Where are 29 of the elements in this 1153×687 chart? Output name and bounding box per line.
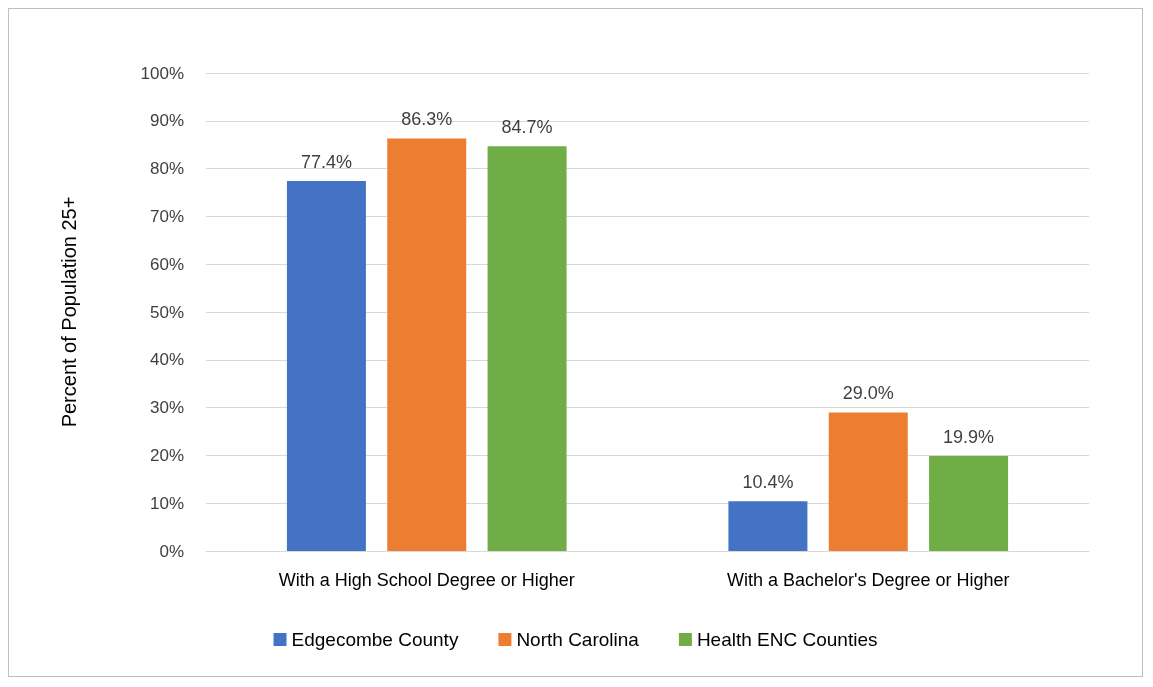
y-tick-label: 100% [140, 63, 184, 83]
y-tick-label: 30% [149, 398, 184, 418]
bar [828, 412, 908, 551]
y-tick-label: 20% [149, 445, 184, 465]
bar [286, 181, 366, 551]
x-tick-label: With a High School Degree or Higher [278, 570, 575, 590]
y-tick-label: 40% [149, 350, 184, 370]
bar [487, 146, 567, 551]
legend-label: North Carolina [516, 629, 640, 650]
data-label: 86.3% [401, 109, 453, 130]
data-label: 10.4% [742, 472, 794, 493]
data-label: 84.7% [501, 117, 553, 138]
y-tick-label: 60% [149, 254, 184, 274]
legend-label: Edgecombe County [291, 629, 459, 650]
data-label: 29.0% [842, 383, 894, 404]
bar [929, 455, 1009, 551]
y-axis-title: Percent of Population 25+ [58, 196, 80, 428]
legend-label: Health ENC Counties [696, 629, 878, 650]
y-tick-label: 50% [149, 302, 184, 322]
data-label: 77.4% [300, 152, 352, 173]
y-tick-label: 0% [159, 541, 184, 561]
bar [728, 501, 808, 551]
y-tick-label: 90% [149, 111, 184, 131]
y-tick-label: 10% [149, 493, 184, 513]
data-label: 19.9% [943, 426, 995, 447]
bar [387, 138, 467, 551]
y-tick-label: 80% [149, 159, 184, 179]
x-tick-label: With a Bachelor's Degree or Higher [726, 570, 1010, 590]
y-tick-label: 70% [149, 206, 184, 226]
